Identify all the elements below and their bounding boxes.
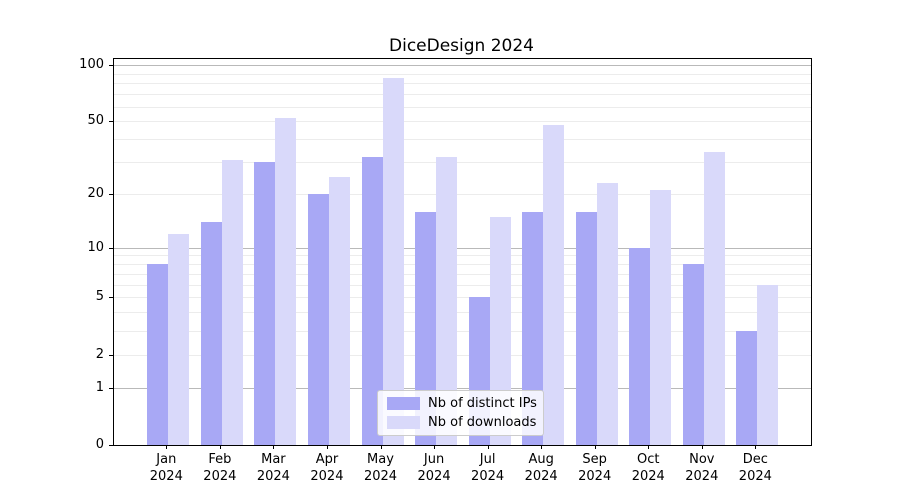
bar-sep-downloads (596, 183, 618, 445)
gridline-7 (114, 273, 811, 275)
y-tick-label-1: 1 (95, 379, 104, 395)
y-tick-mark-0 (109, 445, 113, 446)
gridline-40 (114, 139, 811, 141)
bar-dec-downloads (757, 284, 779, 445)
x-tick-mark-feb (219, 445, 221, 449)
bar-jan-distinct-ips (147, 264, 169, 445)
bar-feb-downloads (221, 159, 243, 445)
gridline-50 (114, 121, 811, 123)
x-tick-label-nov: Nov 2024 (685, 452, 719, 484)
x-tick-mark-may (380, 445, 382, 449)
y-tick-label-20: 20 (87, 186, 104, 202)
bar-oct-distinct-ips (629, 247, 651, 445)
y-tick-mark-1 (109, 387, 113, 389)
y-tick-label-2: 2 (95, 346, 104, 362)
y-tick-label-0: 0 (95, 437, 104, 452)
plot-area (113, 58, 812, 446)
legend-label-downloads: Nb of downloads (428, 415, 537, 430)
y-tick-mark-100 (109, 64, 113, 66)
bar-aug-distinct-ips (522, 211, 544, 445)
x-tick-label-sep: Sep 2024 (578, 452, 612, 484)
bar-may-downloads (382, 78, 404, 445)
bar-apr-distinct-ips (307, 194, 329, 445)
gridline-70 (114, 94, 811, 95)
bar-apr-downloads (328, 176, 350, 445)
legend-swatch-downloads (387, 416, 420, 429)
x-tick-mark-jan (166, 445, 168, 449)
bar-nov-downloads (703, 152, 725, 445)
x-tick-label-jun: Jun 2024 (417, 452, 451, 484)
x-tick-label-jan: Jan 2024 (149, 452, 183, 484)
y-tick-mark-20 (109, 194, 113, 196)
x-tick-label-mar: Mar 2024 (256, 452, 290, 484)
legend: Nb of distinct IPs Nb of downloads (377, 390, 544, 436)
x-tick-mark-apr (326, 445, 328, 449)
legend-item-distinct-ips: Nb of distinct IPs (387, 396, 537, 411)
x-tick-label-may: May 2024 (363, 452, 398, 484)
x-tick-mark-aug (541, 445, 543, 449)
gridline-10 (114, 247, 811, 249)
x-tick-mark-dec (755, 445, 757, 449)
gridline-3 (114, 330, 811, 332)
gridline-100 (114, 64, 811, 66)
x-tick-mark-nov (701, 445, 703, 449)
gridline-20 (114, 194, 811, 196)
gridline-5 (114, 297, 811, 299)
bar-may-distinct-ips (361, 157, 383, 445)
y-tick-mark-5 (109, 297, 113, 299)
y-tick-mark-10 (109, 247, 113, 249)
x-tick-mark-jul (487, 445, 489, 449)
x-tick-label-jul: Jul 2024 (471, 452, 505, 484)
y-tick-mark-50 (109, 121, 113, 123)
gridline-1 (114, 387, 811, 389)
x-tick-label-aug: Aug 2024 (524, 452, 558, 484)
legend-label-distinct-ips: Nb of distinct IPs (428, 396, 537, 411)
bar-mar-distinct-ips (254, 162, 276, 445)
bar-jun-distinct-ips (415, 211, 437, 445)
bar-sep-distinct-ips (575, 211, 597, 445)
bar-aug-downloads (543, 124, 565, 445)
x-tick-label-feb: Feb 2024 (203, 452, 237, 484)
y-tick-label-50: 50 (87, 113, 104, 129)
x-tick-mark-mar (273, 445, 275, 449)
y-tick-mark-2 (109, 354, 113, 356)
gridline-2 (114, 354, 811, 356)
x-tick-label-apr: Apr 2024 (310, 452, 344, 484)
gridline-80 (114, 83, 811, 85)
chart-title: DiceDesign 2024 (389, 36, 534, 56)
x-tick-label-oct: Oct 2024 (631, 452, 665, 484)
gridline-6 (114, 284, 811, 286)
y-tick-label-100: 100 (79, 56, 104, 72)
bar-mar-downloads (275, 118, 297, 445)
y-tick-label-5: 5 (95, 289, 104, 305)
gridline-4 (114, 312, 811, 314)
bar-feb-distinct-ips (200, 222, 222, 445)
bar-jan-downloads (168, 233, 190, 445)
gridline-60 (114, 106, 811, 108)
bar-jul-downloads (489, 216, 511, 445)
legend-swatch-distinct-ips (387, 397, 420, 410)
y-tick-label-10: 10 (87, 239, 104, 255)
gridline-30 (114, 162, 811, 164)
gridline-90 (114, 73, 811, 75)
legend-item-downloads: Nb of downloads (387, 415, 537, 430)
x-tick-mark-jun (434, 445, 436, 449)
gridline-9 (114, 255, 811, 257)
bar-dec-distinct-ips (736, 330, 758, 445)
gridline-8 (114, 264, 811, 266)
x-tick-label-dec: Dec 2024 (738, 452, 772, 484)
bar-oct-downloads (650, 190, 672, 445)
bar-nov-distinct-ips (682, 264, 704, 445)
bar-jun-downloads (436, 157, 458, 445)
x-tick-mark-sep (594, 445, 596, 449)
x-tick-mark-oct (648, 445, 650, 449)
